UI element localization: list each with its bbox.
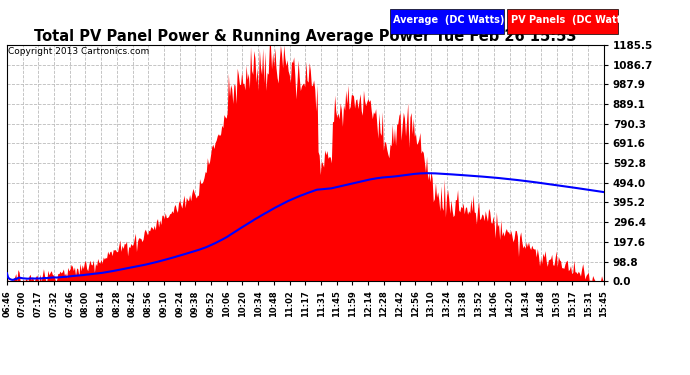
Text: PV Panels  (DC Watts): PV Panels (DC Watts) — [511, 15, 631, 25]
Title: Total PV Panel Power & Running Average Power Tue Feb 26 15:53: Total PV Panel Power & Running Average P… — [34, 29, 577, 44]
Text: Average  (DC Watts): Average (DC Watts) — [393, 15, 504, 25]
Text: Copyright 2013 Cartronics.com: Copyright 2013 Cartronics.com — [8, 47, 150, 56]
